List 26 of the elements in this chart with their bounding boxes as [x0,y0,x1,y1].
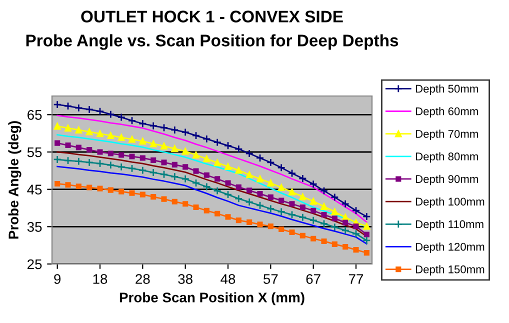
y-tick-label: 55 [27,147,42,158]
y-tick-label: 25 [28,259,42,270]
legend-label: Depth 80mm [416,152,478,163]
x-tick-label: 9 [54,274,61,284]
legend-label: Depth 120mm [416,242,484,253]
legend-label: Depth 150mm [416,265,484,276]
legend-label: Depth 50mm [416,84,478,95]
x-tick-label: 38 [178,274,192,284]
chart-subtitle: Probe Angle vs. Scan Position for Deep Depths [26,34,398,50]
legend-label: Depth 90mm [416,174,478,186]
x-tick-label: 48 [220,274,236,284]
y-tick-label: 45 [27,184,42,195]
x-tick-label: 18 [93,274,108,284]
y-axis-title: Probe Angle (deg) [8,121,22,239]
chart-title: OUTLET HOCK 1 - CONVEX SIDE [81,10,343,22]
x-tick-label: 77 [348,274,364,284]
y-tick-label: 35 [27,222,42,232]
x-axis-title: Probe Scan Position X (mm) [120,292,304,306]
legend-label: Depth 110mm [416,220,484,230]
y-tick-label: 65 [28,110,42,120]
x-tick-label: 57 [264,274,278,284]
x-tick-label: 67 [306,274,320,284]
legend-label: Depth 70mm [416,130,478,140]
x-tick-label: 28 [136,274,150,284]
legend-label: Depth 100mm [416,197,484,208]
legend-label: Depth 60mm [416,107,478,118]
